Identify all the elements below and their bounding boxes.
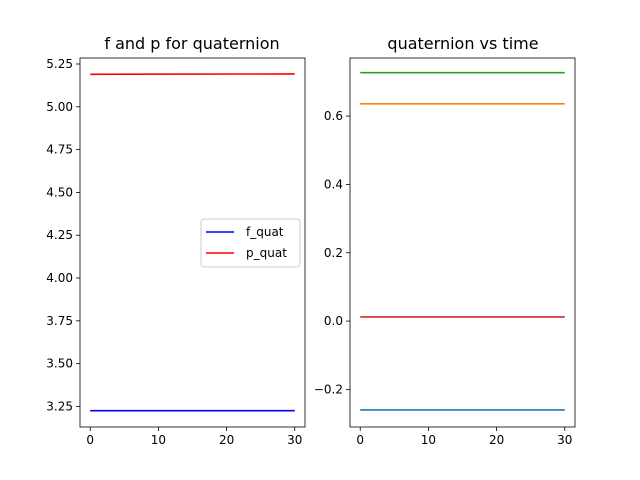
chart-title: quaternion vs time xyxy=(387,34,538,53)
x-tick-label: 20 xyxy=(489,433,504,447)
x-axis-ticks: 0 10 20 30 xyxy=(86,427,302,447)
x-tick-label: 0 xyxy=(356,433,364,447)
y-tick-label: 4.50 xyxy=(46,185,73,199)
y-tick-label: 4.00 xyxy=(46,271,73,285)
y-tick-label: 0.0 xyxy=(324,314,343,328)
x-tick-label: 10 xyxy=(151,433,166,447)
chart-f-and-p: f and p for quaternion 0 10 20 30 3.253.503… xyxy=(46,34,306,447)
plot-frame xyxy=(349,57,576,428)
y-tick-label: 5.00 xyxy=(46,100,73,114)
y-tick-label: 0.6 xyxy=(324,109,343,123)
x-tick-label: 0 xyxy=(86,433,94,447)
chart-title: f and p for quaternion xyxy=(104,34,279,53)
legend-label: p_quat xyxy=(246,246,287,260)
y-tick-label: −0.2 xyxy=(314,382,343,396)
series-layer xyxy=(90,73,295,412)
y-tick-label: 3.25 xyxy=(46,399,73,413)
chart-quaternion-vs-time: quaternion vs time 0 10 20 30 −0.2 0.0 0.2 0.4… xyxy=(314,34,576,447)
x-tick-label: 10 xyxy=(421,433,436,447)
x-axis-ticks: 0 10 20 30 xyxy=(356,427,572,447)
x-tick-label: 20 xyxy=(219,433,234,447)
series-layer xyxy=(360,71,565,411)
y-axis-ticks: −0.2 0.0 0.2 0.4 0.6 xyxy=(314,109,350,396)
legend-box xyxy=(200,218,301,268)
plot-frame xyxy=(79,57,306,428)
x-tick-label: 30 xyxy=(557,433,572,447)
legend-label: f_quat xyxy=(246,225,284,239)
y-tick-label: 0.2 xyxy=(324,246,343,260)
y-tick-label: 0.4 xyxy=(324,177,343,191)
x-tick-label: 30 xyxy=(287,433,302,447)
legend: f_quat p_quat xyxy=(200,218,301,268)
y-tick-label: 4.25 xyxy=(46,228,73,242)
y-tick-label: 4.75 xyxy=(46,143,73,157)
y-tick-label: 5.25 xyxy=(46,57,73,71)
y-tick-label: 3.50 xyxy=(46,357,73,371)
y-axis-ticks: 3.25 3.50 3.75 4.00 4.25 4.50 4.75 5.00 5.25 xyxy=(46,57,80,413)
y-tick-label: 3.75 xyxy=(46,314,73,328)
